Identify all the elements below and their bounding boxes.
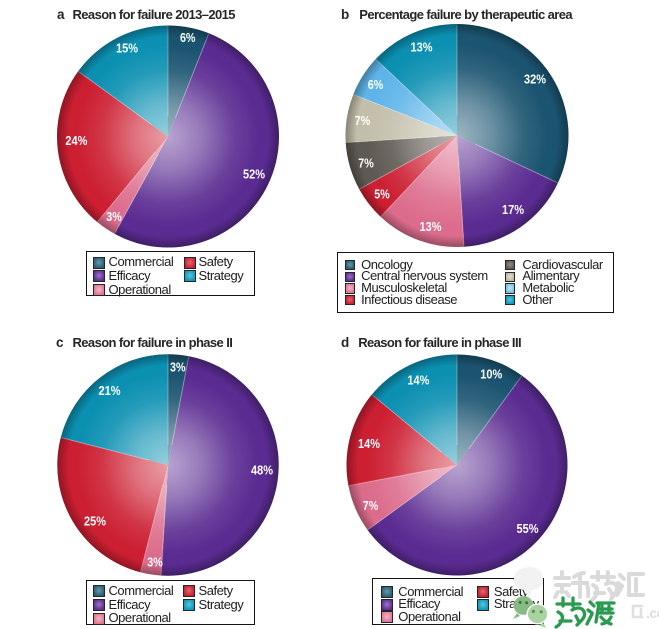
svg-text:5%: 5% — [374, 186, 390, 201]
svg-text:52%: 52% — [243, 167, 265, 182]
svg-text:24%: 24% — [65, 133, 87, 148]
svg-text:3%: 3% — [170, 360, 186, 375]
svg-text:17%: 17% — [502, 202, 524, 217]
svg-text:25%: 25% — [84, 513, 106, 528]
svg-text:14%: 14% — [407, 372, 429, 387]
svg-text:6%: 6% — [368, 77, 384, 92]
svg-text:7%: 7% — [355, 113, 371, 128]
svg-text:3%: 3% — [147, 555, 163, 570]
svg-text:7%: 7% — [363, 498, 379, 513]
svg-text:15%: 15% — [116, 40, 138, 55]
svg-text:3%: 3% — [106, 209, 122, 224]
svg-text:55%: 55% — [517, 521, 539, 536]
svg-text:7%: 7% — [358, 155, 374, 170]
svg-text:48%: 48% — [251, 462, 273, 477]
svg-text:13%: 13% — [411, 39, 433, 54]
svg-text:21%: 21% — [99, 383, 121, 398]
svg-text:13%: 13% — [420, 219, 442, 234]
svg-text:10%: 10% — [480, 366, 502, 381]
svg-text:6%: 6% — [180, 30, 196, 45]
svg-text:32%: 32% — [524, 71, 546, 86]
svg-text:14%: 14% — [358, 436, 380, 451]
